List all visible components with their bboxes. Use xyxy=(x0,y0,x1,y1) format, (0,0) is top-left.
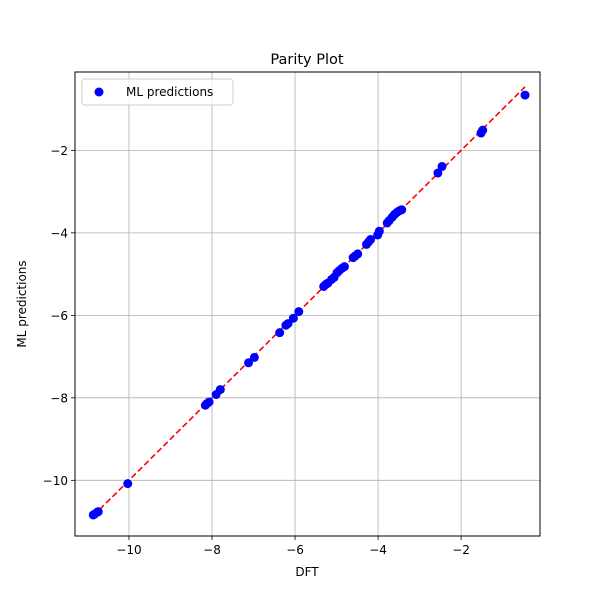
y-tick-label: −6 xyxy=(50,309,68,323)
y-axis-label: ML predictions xyxy=(15,260,29,347)
ml-prediction-point xyxy=(437,161,447,171)
parity-line xyxy=(92,86,526,517)
ml-prediction-point xyxy=(215,385,225,395)
ml-prediction-point xyxy=(288,313,298,323)
y-tick-label: −10 xyxy=(43,474,68,488)
ml-prediction-point xyxy=(397,205,407,215)
y-axis-ticks: −10 −8 −6 −4 −2 xyxy=(43,144,75,488)
ml-prediction-point xyxy=(433,168,443,178)
plot-frame xyxy=(74,71,541,537)
grid-lines xyxy=(75,72,540,536)
y-tick-label: −8 xyxy=(50,391,68,405)
ml-prediction-point xyxy=(93,507,103,517)
ml-prediction-point xyxy=(294,307,304,317)
legend-box xyxy=(81,78,234,106)
ml-prediction-point xyxy=(339,262,349,272)
ml-prediction-point xyxy=(249,352,259,362)
y-tick-label: −4 xyxy=(50,226,68,240)
legend-marker xyxy=(94,87,104,97)
x-tick-label: −6 xyxy=(286,543,304,557)
ml-prediction-point xyxy=(520,90,530,100)
ml-prediction-point xyxy=(353,249,363,259)
x-tick-label: −2 xyxy=(452,543,470,557)
x-axis-ticks: −10 −8 −6 −4 −2 xyxy=(116,536,470,557)
ml-prediction-point xyxy=(366,234,376,244)
x-tick-label: −10 xyxy=(116,543,141,557)
y-tick-label: −2 xyxy=(50,144,68,158)
legend-label-ml-predictions: ML predictions xyxy=(126,85,213,99)
x-tick-label: −8 xyxy=(203,543,221,557)
x-axis-label: DFT xyxy=(295,565,319,579)
ml-prediction-point xyxy=(478,125,488,135)
scatter-points xyxy=(88,90,530,520)
ml-prediction-point xyxy=(275,328,285,338)
parity-reference-line xyxy=(92,86,526,517)
legend: ML predictions xyxy=(81,78,234,106)
x-tick-label: −4 xyxy=(369,543,387,557)
ml-prediction-point xyxy=(123,479,133,489)
ml-prediction-point xyxy=(244,358,254,368)
chart-title: Parity Plot xyxy=(270,52,343,68)
ml-prediction-point xyxy=(374,226,384,236)
ml-prediction-point xyxy=(204,397,214,407)
